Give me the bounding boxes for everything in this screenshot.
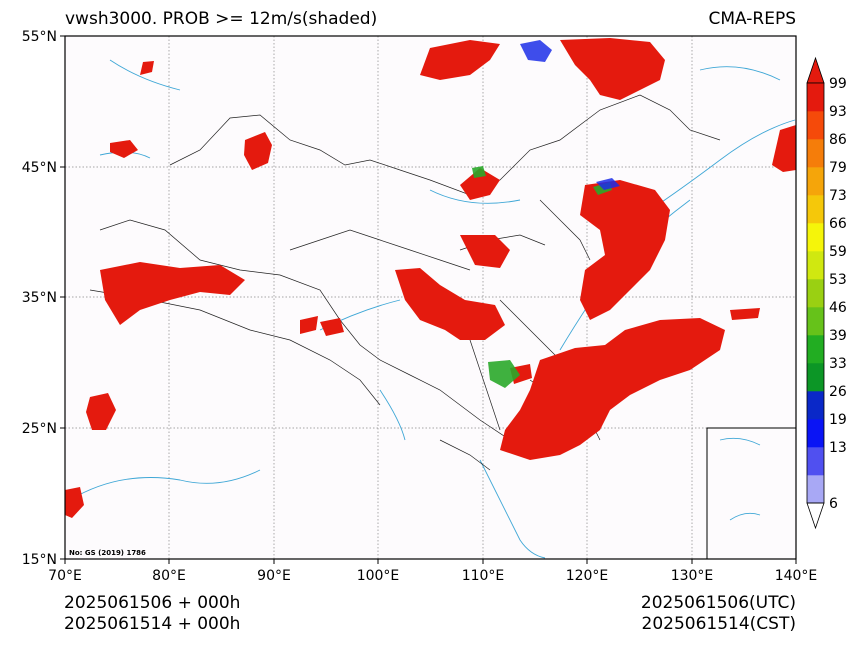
probability-low: [520, 40, 620, 190]
init-time-cst: 2025061514 + 000h: [64, 614, 241, 634]
colorbar: 99 93 86 79 73 66 59 53 46 39 33 26 19 1…: [806, 56, 847, 530]
colorbar-label: 26: [829, 384, 847, 400]
colorbar-top-arrow: [806, 56, 825, 84]
colorbar-segment: [807, 223, 824, 252]
lat-label: 25°N: [22, 421, 57, 437]
axis-ticks: [60, 35, 797, 564]
colorbar-segment: [807, 139, 824, 168]
lat-label: 15°N: [22, 552, 57, 568]
colorbar-segment: [807, 195, 824, 224]
coastlines: [69, 59, 796, 559]
probability-shading: [65, 38, 796, 518]
colorbar-label: 59: [829, 244, 847, 260]
colorbar-segment: [807, 167, 824, 196]
colorbar-segment: [807, 363, 824, 392]
colorbar-label: 46: [829, 300, 847, 316]
colorbar-segment: [807, 391, 824, 420]
colorbar-segment: [807, 447, 824, 476]
lat-labels: 55°N 45°N 35°N 25°N 15°N: [22, 29, 57, 568]
init-time-utc: 2025061506 + 000h: [64, 593, 241, 613]
colorbar-segment: [807, 419, 824, 448]
colorbar-segment: [807, 475, 824, 504]
lon-label: 110°E: [462, 568, 505, 584]
colorbar-label: 13: [829, 440, 847, 456]
colorbar-label: 73: [829, 188, 847, 204]
colorbar-label: 53: [829, 272, 847, 288]
colorbar-label: 99: [829, 76, 847, 92]
south-sea-inset: [706, 427, 797, 560]
colorbar-label: 39: [829, 328, 847, 344]
valid-time-utc: 2025061506(UTC): [640, 593, 796, 613]
colorbar-label: 93: [829, 104, 847, 120]
colorbar-label: 6: [829, 496, 838, 512]
lat-label: 45°N: [22, 160, 57, 176]
colorbar-label: 33: [829, 356, 847, 372]
colorbar-segment: [807, 83, 824, 112]
lat-label: 35°N: [22, 290, 57, 306]
map-title: vwsh3000. PROB >= 12m/s(shaded): [65, 9, 378, 29]
approval-number: No: GS (2019) 1786: [69, 549, 146, 557]
colorbar-segment: [807, 335, 824, 364]
lon-label: 120°E: [566, 568, 609, 584]
model-name: CMA-REPS: [708, 9, 796, 29]
colorbar-label: 79: [829, 160, 847, 176]
colorbar-label: 86: [829, 132, 847, 148]
lon-label: 100°E: [357, 568, 400, 584]
colorbar-bottom-arrow: [806, 502, 825, 530]
colorbar-label: 19: [829, 412, 847, 428]
lon-label: 80°E: [152, 568, 186, 584]
lon-label: 130°E: [671, 568, 714, 584]
init-time-block: 2025061506 + 000h 2025061514 + 000h: [64, 593, 240, 635]
valid-time-cst: 2025061514(CST): [641, 614, 796, 634]
valid-time-block: 2025061506(UTC) 2025061514(CST): [641, 593, 796, 635]
colorbar-label: 66: [829, 216, 847, 232]
colorbar-segment: [807, 251, 824, 280]
lat-label: 55°N: [22, 29, 57, 45]
lon-labels: 70°E 80°E 90°E 100°E 110°E 120°E 130°E 1…: [48, 568, 817, 584]
lon-label: 70°E: [48, 568, 82, 584]
colorbar-segment: [807, 307, 824, 336]
lon-label: 140°E: [775, 568, 818, 584]
lon-label: 90°E: [257, 568, 291, 584]
colorbar-segment: [807, 279, 824, 308]
colorbar-segment: [807, 111, 824, 140]
